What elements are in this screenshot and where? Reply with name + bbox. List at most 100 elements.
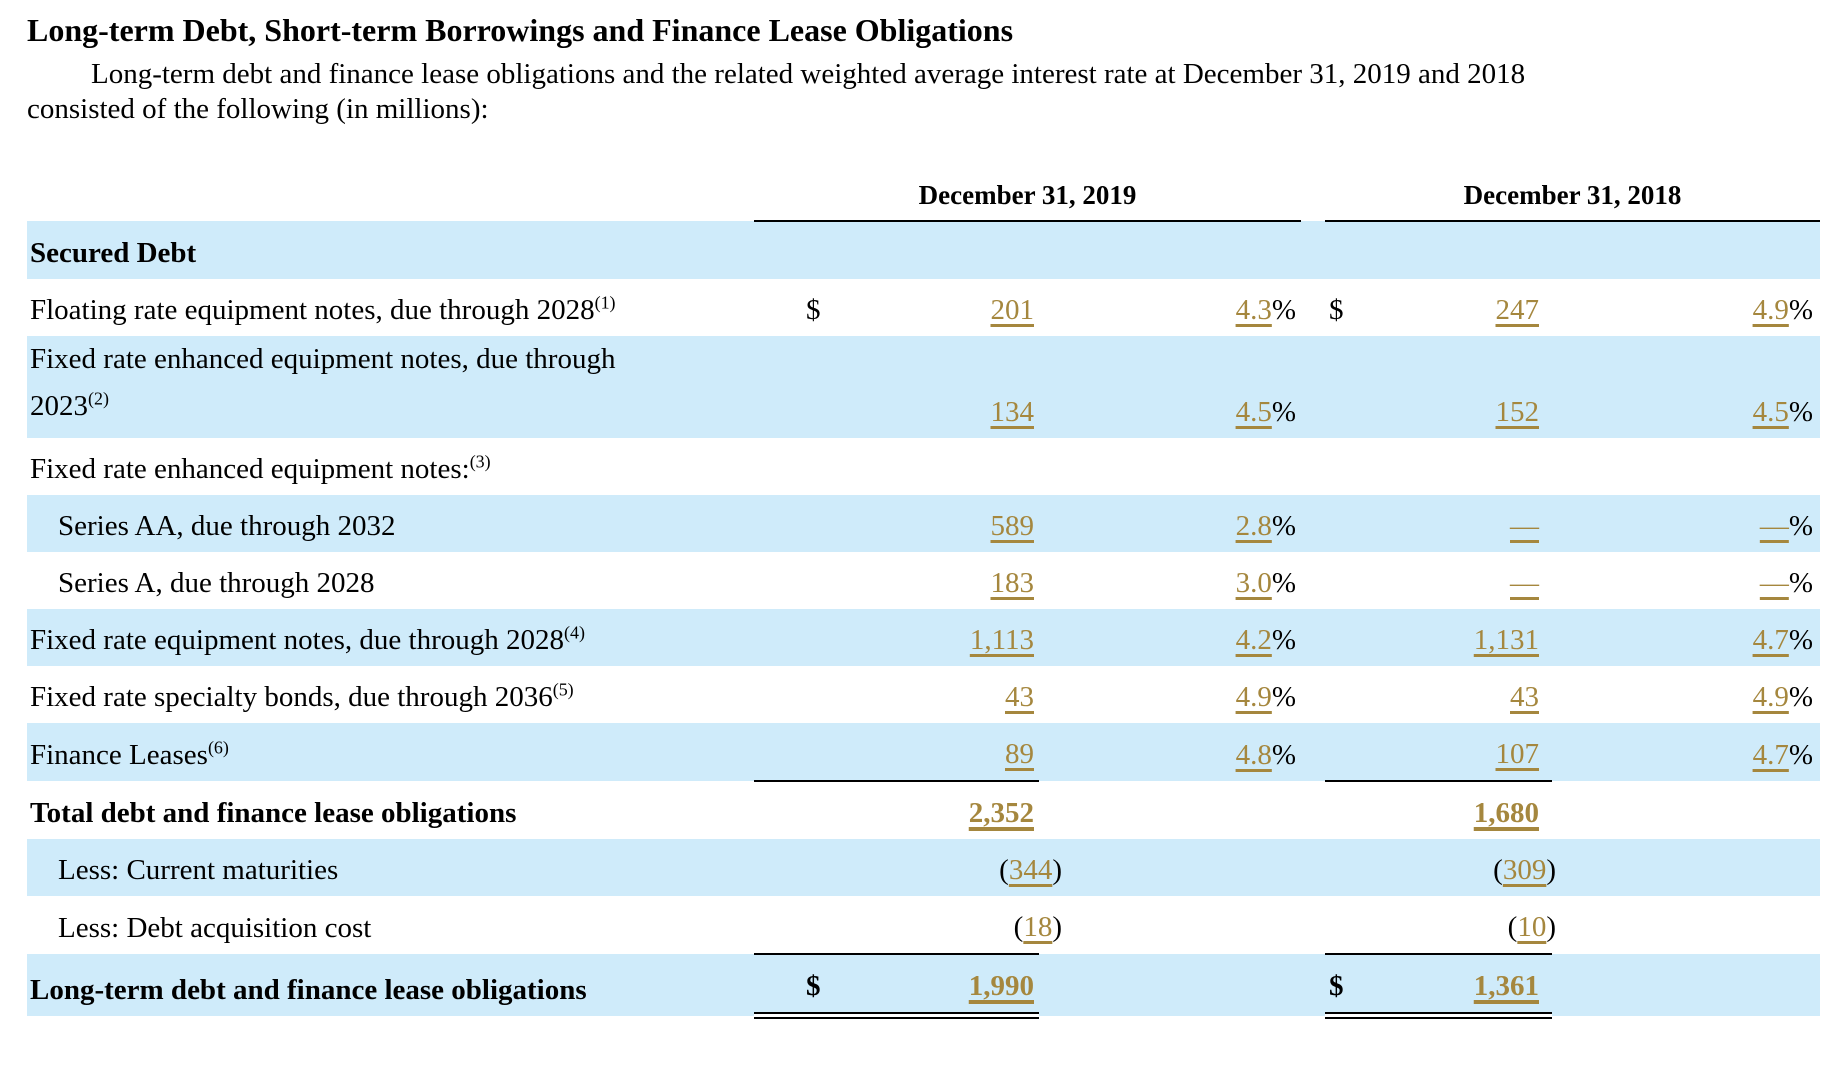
table-row: Fixed rate enhanced equipment notes, due… [27, 335, 1820, 439]
value-link[interactable]: 107 [1495, 738, 1540, 771]
footnote-marker: (6) [207, 737, 229, 758]
col-header-2019: December 31, 2019 [754, 179, 1301, 222]
amount-cell: 43 [824, 666, 1039, 723]
row-label-text: Less: Current maturities [58, 854, 339, 887]
value-link[interactable]: 1,113 [969, 624, 1034, 657]
value-link[interactable]: 4.9 [1752, 681, 1789, 714]
column-gap [1301, 781, 1325, 839]
value-link[interactable]: 2,352 [968, 797, 1034, 830]
percent-cell: 4.9% [1552, 279, 1820, 336]
value-link[interactable]: 18 [1023, 911, 1053, 944]
row-label: Total debt and finance lease obligations [27, 781, 754, 839]
percent-cell: 4.3% [1039, 279, 1301, 336]
dollar-sign [1325, 552, 1395, 609]
percent-cell [1552, 781, 1820, 839]
percent-cell [1039, 896, 1301, 954]
table-row: Less: Current maturities (344) (309) [27, 839, 1820, 897]
value-link[interactable]: 89 [1005, 738, 1034, 771]
dollar-sign [1325, 495, 1395, 553]
row-label: Fixed rate enhanced equipment notes, due… [27, 335, 754, 439]
column-gap [1301, 954, 1325, 1016]
value-link[interactable]: 1,680 [1473, 797, 1539, 830]
dollar-sign [1325, 335, 1395, 439]
value-link[interactable]: 3.0 [1235, 567, 1272, 600]
value-link[interactable]: 183 [990, 567, 1035, 600]
value-link[interactable]: 309 [1502, 854, 1547, 887]
value-link[interactable]: 1,361 [1473, 970, 1539, 1003]
value-link[interactable]: 4.9 [1752, 293, 1789, 326]
percent-cell [1552, 438, 1820, 495]
amount-cell: 589 [824, 495, 1039, 553]
dollar-sign: $ [1325, 953, 1395, 1020]
dollar-sign [1325, 666, 1395, 723]
value-link[interactable]: 247 [1495, 293, 1540, 326]
paren-value: (10) [1507, 911, 1556, 944]
column-gap [1301, 552, 1325, 609]
value-link[interactable]: 4.5 [1752, 396, 1789, 429]
dollar-sign: $ [1329, 293, 1344, 326]
value-link[interactable]: 10 [1517, 911, 1547, 944]
row-label-text: Fixed rate enhanced equipment notes, due… [30, 342, 616, 422]
percent-cell: 4.7% [1552, 723, 1820, 782]
percent-cell: 4.9% [1552, 666, 1820, 723]
value-link[interactable]: 1,131 [1473, 624, 1539, 657]
percent-cell: 4.8% [1039, 723, 1301, 782]
percent-sign: % [1788, 396, 1813, 429]
value-link[interactable]: — [1510, 567, 1539, 600]
amount-cell: 1,361 [1395, 953, 1552, 1020]
amount-cell: — [1395, 552, 1552, 609]
percent-cell [1552, 896, 1820, 954]
amount-cell [824, 220, 1039, 279]
dollar-sign [1325, 723, 1395, 782]
amount-cell: 1,113 [824, 609, 1039, 667]
percent-cell [1552, 220, 1820, 279]
percent-cell: —% [1552, 552, 1820, 609]
value-link[interactable]: 1,990 [968, 970, 1034, 1003]
value-link[interactable]: 134 [990, 396, 1035, 429]
value-link[interactable]: 4.7 [1752, 739, 1789, 772]
column-gap [1301, 666, 1325, 723]
section-title: Long-term Debt, Short-term Borrowings an… [27, 12, 1014, 48]
value-link[interactable]: 4.2 [1235, 624, 1272, 657]
amount-cell: 1,680 [1395, 780, 1552, 840]
value-link[interactable]: 4.5 [1235, 396, 1272, 429]
value-link[interactable]: 4.3 [1235, 293, 1272, 326]
column-header-row: December 31, 2019 December 31, 2018 [27, 179, 1820, 222]
value-link[interactable]: 4.9 [1235, 681, 1272, 714]
value-link[interactable]: 344 [1008, 854, 1053, 887]
percent-sign: % [1271, 396, 1296, 429]
amount-cell: 43 [1395, 666, 1552, 723]
row-label: Less: Current maturities [27, 839, 754, 897]
dollar-sign [1325, 438, 1395, 495]
row-label: Fixed rate equipment notes, due through … [27, 609, 754, 667]
value-link[interactable]: — [1759, 510, 1789, 543]
value-link[interactable]: 4.8 [1235, 739, 1272, 772]
value-link[interactable]: 589 [990, 510, 1035, 543]
amount-cell: 89 [824, 723, 1039, 782]
paren-value: (344) [999, 854, 1062, 887]
amount-cell: 2,352 [824, 780, 1039, 840]
table-row: Long-term debt and finance lease obligat… [27, 953, 1820, 1020]
value-link[interactable]: 152 [1495, 396, 1540, 429]
row-label: Finance Leases(6) [27, 723, 754, 782]
value-link[interactable]: — [1759, 567, 1789, 600]
value-link[interactable]: — [1510, 510, 1539, 543]
value-link[interactable]: 4.7 [1752, 624, 1789, 657]
value-link[interactable]: 2.8 [1235, 510, 1272, 543]
percent-cell [1039, 220, 1301, 279]
column-gap [1301, 896, 1325, 954]
table-row: Fixed rate specialty bonds, due through … [27, 666, 1820, 723]
value-link[interactable]: 43 [1005, 681, 1034, 714]
row-label-text: Total debt and finance lease obligations [30, 797, 517, 830]
footnote-marker: (5) [552, 679, 574, 700]
dollar-sign: $ [806, 293, 821, 326]
row-label-text: Less: Debt acquisition cost [58, 912, 372, 945]
column-gap [1301, 335, 1325, 439]
value-link[interactable]: 201 [990, 293, 1035, 326]
amount-cell: 152 [1395, 335, 1552, 439]
value-link[interactable]: 43 [1510, 681, 1539, 714]
percent-cell [1552, 839, 1820, 897]
percent-sign: % [1271, 293, 1296, 326]
row-label-text: Secured Debt [30, 236, 197, 269]
